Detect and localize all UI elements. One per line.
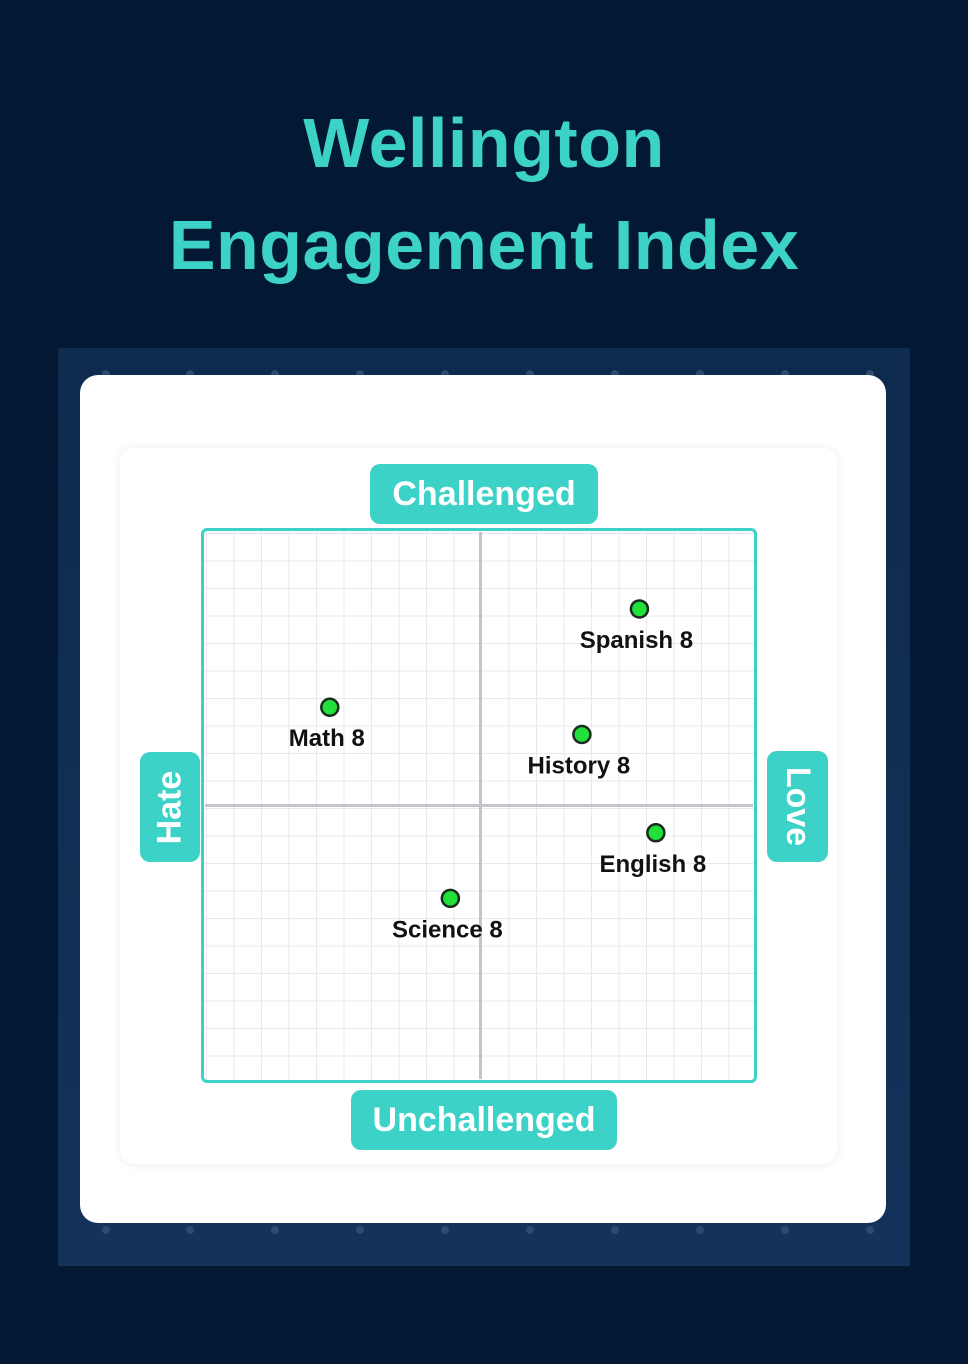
board-dots-bottom <box>58 1226 910 1236</box>
board-dot <box>102 370 110 378</box>
board-dot <box>866 370 874 378</box>
board-dot <box>102 1226 110 1234</box>
board-dot <box>526 1226 534 1234</box>
board-dot <box>696 1226 704 1234</box>
axis-label-unchallenged: Unchallenged <box>351 1090 617 1150</box>
board-dot <box>356 1226 364 1234</box>
board-dots-top <box>58 370 910 380</box>
board-dot <box>186 1226 194 1234</box>
data-point-label: History 8 <box>528 753 631 780</box>
board-dot <box>781 1226 789 1234</box>
data-point-label: Math 8 <box>289 725 365 752</box>
data-point-math-8[interactable] <box>320 697 340 717</box>
board-dot <box>611 1226 619 1234</box>
axis-label-love: Love <box>767 751 828 862</box>
board-dot <box>441 370 449 378</box>
board-dot <box>186 370 194 378</box>
data-point-label: Science 8 <box>392 916 503 943</box>
axis-label-challenged: Challenged <box>370 464 598 524</box>
board-dot <box>356 370 364 378</box>
board-dot <box>271 1226 279 1234</box>
data-point-label: English 8 <box>600 851 707 878</box>
data-point-history-8[interactable] <box>572 724 592 745</box>
data-point-spanish-8[interactable] <box>629 599 650 619</box>
board-dot <box>441 1226 449 1234</box>
data-point-english-8[interactable] <box>646 823 666 843</box>
title-line-2: Engagement Index <box>168 206 800 284</box>
board-dot <box>526 370 534 378</box>
page-title: Wellington Engagement Index <box>0 92 968 296</box>
board-dot <box>696 370 704 378</box>
board-dot <box>781 370 789 378</box>
data-point-label: Spanish 8 <box>580 627 693 654</box>
data-point-science-8[interactable] <box>440 888 461 909</box>
vertical-axis-line <box>479 532 482 1079</box>
board-dot <box>611 370 619 378</box>
axis-label-unchallenged-text: Unchallenged <box>372 1100 596 1139</box>
title-line-1: Wellington <box>303 104 665 182</box>
board-dot <box>271 370 279 378</box>
axis-label-challenged-text: Challenged <box>392 474 576 513</box>
axis-label-hate: Hate <box>140 752 200 862</box>
board-dot <box>866 1226 874 1234</box>
